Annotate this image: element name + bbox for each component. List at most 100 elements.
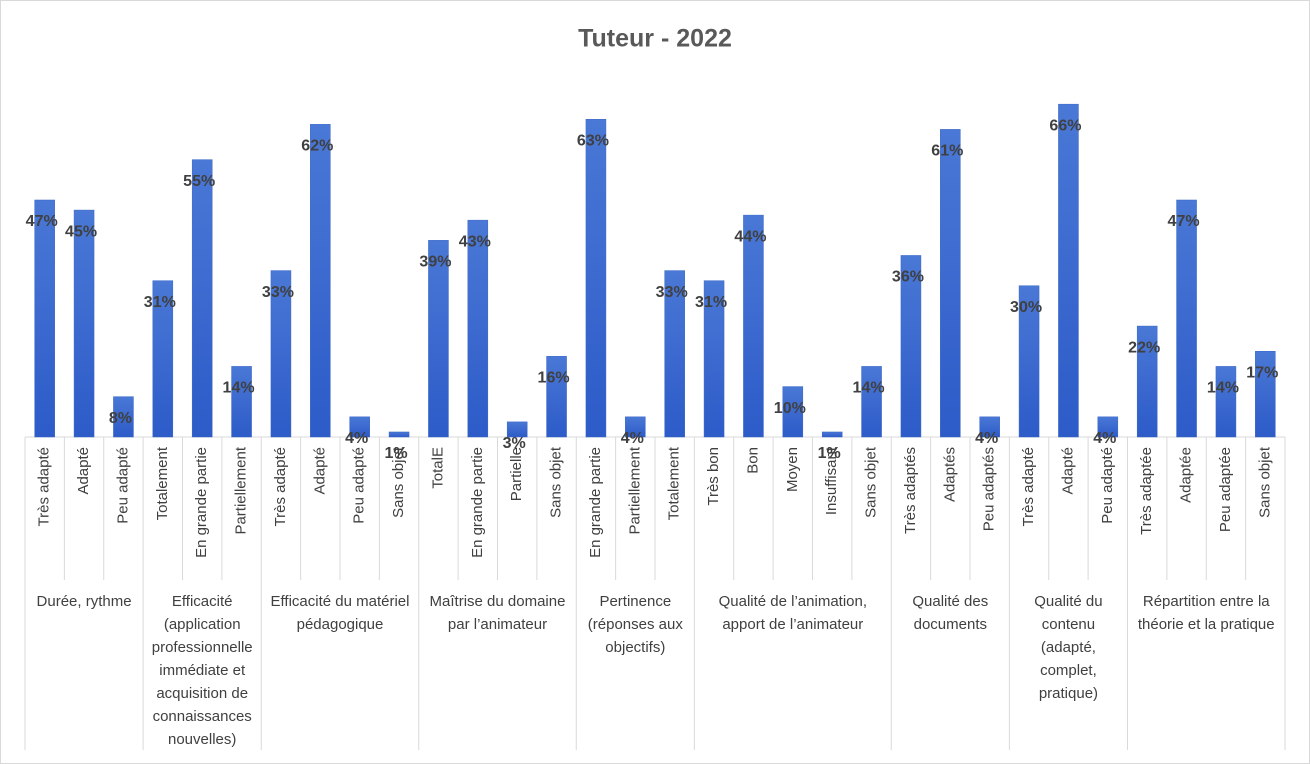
x-tick-label: Partiellement (626, 446, 643, 534)
x-tick-label: Très bon (705, 447, 722, 506)
bar (664, 270, 685, 438)
x-tick-label: Totalement (666, 446, 683, 520)
x-tick-label: Peu adaptés (981, 447, 998, 531)
bar (388, 431, 410, 438)
group-label: Efficacité (application professionnelle … (151, 593, 253, 748)
x-tick-label: Sans objet (863, 446, 880, 518)
x-tick-label: Adaptée (1178, 447, 1195, 503)
bar (467, 219, 489, 438)
bar (979, 416, 1000, 438)
group-label: Durée, rythme (36, 593, 132, 610)
bar (1255, 351, 1276, 438)
data-label: 66% (1049, 117, 1081, 134)
bar (73, 209, 95, 438)
bar (1136, 325, 1158, 438)
data-label: 31% (695, 294, 727, 311)
data-label: 17% (1246, 364, 1278, 381)
data-label: 3% (503, 435, 526, 452)
data-label: 47% (1168, 213, 1200, 230)
x-tick-label: Adapté (75, 447, 92, 495)
x-tick-label: En grande partie (469, 447, 486, 558)
group-label: Qualité du contenu (adapté, complet, pra… (1034, 593, 1103, 702)
x-tick-label: Très adapté (1020, 447, 1037, 527)
data-label: 4% (975, 430, 998, 447)
bar (743, 214, 764, 438)
data-label: 31% (144, 294, 176, 311)
x-tick-label: Partiellement (233, 446, 250, 534)
data-label: 30% (1010, 299, 1042, 316)
data-label: 4% (1093, 430, 1116, 447)
group-label: Qualité de l’animation, apport de l’anim… (718, 593, 868, 633)
x-tick-label: Très adaptée (1138, 447, 1155, 535)
bar (703, 280, 725, 438)
x-tick-label: Totalement (154, 446, 171, 520)
data-label: 33% (262, 284, 294, 301)
x-tick-label: Insuffisant (823, 446, 840, 515)
bar (1058, 103, 1079, 438)
bar (546, 356, 567, 438)
x-tick-label: Moyen (784, 447, 801, 492)
data-label: 14% (1207, 380, 1239, 397)
bar (1097, 416, 1119, 438)
data-label: 47% (26, 213, 58, 230)
data-label: 4% (621, 430, 644, 447)
data-label: 63% (577, 133, 609, 150)
bar (782, 386, 804, 438)
x-tick-label: Bon (744, 447, 761, 474)
data-label: 1% (385, 445, 408, 462)
bar (191, 159, 213, 438)
x-tick-label: Peu adapté (351, 447, 368, 524)
bar (900, 255, 922, 438)
data-label: 16% (538, 370, 570, 387)
group-label: Répartition entre la théorie et la prati… (1137, 593, 1275, 633)
data-label: 44% (734, 228, 766, 245)
bar (861, 366, 882, 438)
x-tick-label: En grande partie (587, 447, 604, 558)
x-tick-label: Peu adapté (1099, 447, 1116, 524)
bar (310, 124, 331, 438)
data-label: 33% (656, 284, 688, 301)
bar (1176, 199, 1197, 438)
bar (821, 431, 843, 438)
bar (1215, 366, 1237, 438)
x-tick-label: Très adapté (36, 447, 53, 527)
data-label: 36% (892, 269, 924, 286)
x-tick-label: Sans objet (548, 446, 565, 518)
data-label: 39% (419, 254, 451, 271)
data-label: 61% (931, 143, 963, 160)
group-label: Maîtrise du domaine par l’animateur (429, 593, 566, 633)
bar (1018, 285, 1040, 438)
bar (270, 270, 292, 438)
x-tick-label: En grande partie (193, 447, 210, 558)
bar (349, 416, 370, 438)
bar (113, 396, 134, 438)
x-tick-label: Adaptés (941, 447, 958, 502)
data-label: 1% (818, 445, 841, 462)
data-label: 55% (183, 173, 215, 190)
data-label: 4% (345, 430, 368, 447)
x-tick-label: Adapté (311, 447, 328, 495)
bar (152, 280, 174, 438)
data-label: 22% (1128, 339, 1160, 356)
x-tick-label: TotalE (429, 447, 446, 489)
x-tick-label: Très adapté (272, 447, 289, 527)
data-label: 14% (853, 380, 885, 397)
data-label: 45% (65, 223, 97, 240)
x-tick-label: Peu adaptée (1217, 447, 1234, 532)
bar (940, 129, 961, 438)
x-tick-label: Partielle (508, 447, 525, 501)
data-label: 8% (109, 410, 132, 427)
data-label: 62% (301, 138, 333, 155)
group-label: Pertinence (réponses aux objectifs) (587, 593, 683, 656)
x-tick-label: Peu adapté (114, 447, 131, 524)
x-tick-label: Sans objet (390, 446, 407, 518)
data-label: 43% (459, 233, 491, 250)
group-label: Efficacité du matériel pédagogique (270, 593, 410, 633)
x-tick-label: Sans objet (1256, 446, 1273, 518)
bar (506, 421, 528, 438)
bar (625, 416, 646, 438)
chart-title: Tuteur - 2022 (578, 25, 732, 53)
